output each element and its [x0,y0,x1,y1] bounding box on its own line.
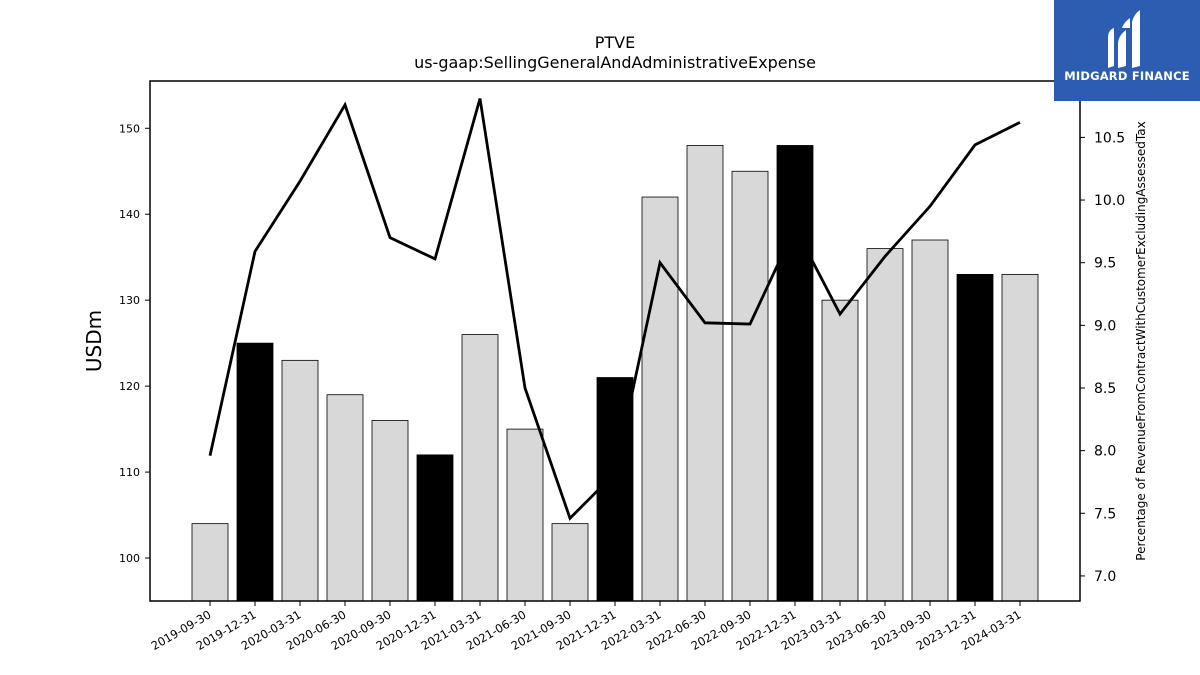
y-tick-label: 100 [119,552,140,565]
bar-2020-03-31 [281,359,319,602]
y2-tick-label: 7.0 [1094,569,1116,585]
y2-tick-label: 8.0 [1094,444,1116,460]
bar-2021-09-30 [551,523,589,602]
bar-2022-12-31 [776,145,814,602]
y-tick-label: 120 [119,380,140,393]
y2-tick-label: 9.5 [1094,256,1116,272]
bar-2023-09-30 [911,239,949,602]
bar-2024-03-31 [1001,273,1039,602]
bar-2020-06-30 [326,394,364,602]
bar-2023-03-31 [821,299,859,602]
bar-2019-09-30 [191,523,229,602]
y2-tick-label: 10.5 [1094,130,1125,146]
y-tick-label: 130 [119,294,140,307]
bar-2021-06-30 [506,428,544,602]
midgard-logo-icon [1108,10,1140,68]
y2-axis-label: Percentage of RevenueFromContractWithCus… [1134,121,1148,560]
y-tick-label: 140 [119,208,140,221]
y-tick-label: 110 [119,466,140,479]
logo-text: MIDGARD FINANCE [1064,69,1190,83]
y-tick-label: 150 [119,122,140,135]
y2-tick-label: 8.5 [1094,381,1116,397]
y2-tick-label: 10.0 [1094,193,1125,209]
bar-2022-03-31 [641,196,679,602]
y2-tick-label: 9.0 [1094,318,1116,334]
bar-2023-06-30 [866,248,904,602]
y2-tick-label: 7.5 [1094,506,1116,522]
bar-2023-12-31 [956,273,994,602]
chart-title: PTVE [595,33,635,52]
y-axis-label: USDm [82,310,106,372]
midgard-finance-logo: MIDGARD FINANCE [1054,0,1200,101]
chart-subtitle: us-gaap:SellingGeneralAndAdministrativeE… [414,53,816,72]
bar-2019-12-31 [236,342,274,602]
bar-2022-06-30 [686,145,724,602]
bar-2020-09-30 [371,420,409,602]
bar-2022-09-30 [731,170,769,602]
line-series [208,98,1021,521]
bar-2021-03-31 [461,334,499,602]
bar-2020-12-31 [416,454,454,602]
